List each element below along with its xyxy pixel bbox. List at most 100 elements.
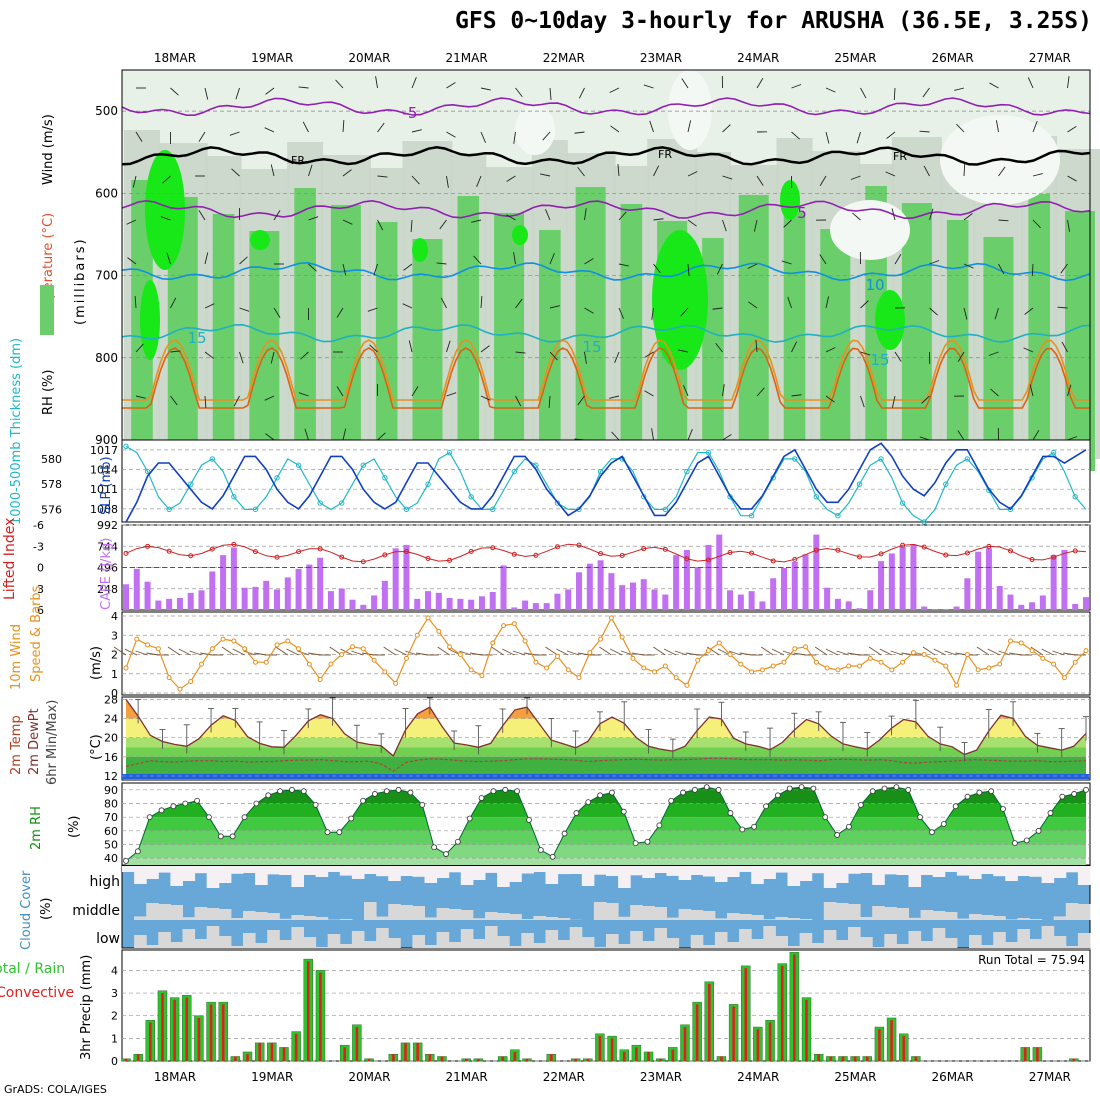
precip-convective-bar bbox=[1036, 1047, 1039, 1061]
precip-convective-bar bbox=[404, 1042, 407, 1061]
slp-tick-label: 1011 bbox=[90, 483, 118, 496]
cape-axis-label-group: CAPE (J/kg) bbox=[99, 538, 114, 610]
cloud-low-fill bbox=[932, 928, 946, 948]
cloud-low-fill bbox=[182, 929, 196, 948]
surface-wind-barb bbox=[394, 648, 407, 656]
cloud-middle-fill bbox=[339, 919, 353, 920]
cape-bar bbox=[284, 577, 291, 610]
rh-point bbox=[917, 814, 923, 821]
rh-point bbox=[490, 788, 497, 795]
precip-convective-bar bbox=[659, 1058, 662, 1061]
cape-bar bbox=[878, 561, 885, 610]
cloud-high-clear bbox=[448, 866, 462, 873]
cloud-middle-fill bbox=[956, 918, 970, 920]
cloud-high-clear bbox=[872, 866, 885, 885]
wind-speed-point bbox=[425, 615, 431, 621]
cape-bar bbox=[834, 598, 841, 610]
cloud-high-clear bbox=[545, 866, 559, 884]
cloud-high-clear bbox=[218, 866, 232, 883]
rh-band bbox=[126, 858, 1086, 865]
cloud-low-fill bbox=[267, 930, 280, 948]
wind-barb bbox=[471, 219, 482, 223]
contour-label: 15 bbox=[187, 329, 206, 347]
wind-barb bbox=[963, 164, 966, 177]
contour-label: 10 bbox=[865, 276, 884, 294]
wind-barb bbox=[506, 214, 516, 221]
cloud-high-clear bbox=[630, 866, 643, 876]
wind-barb bbox=[446, 392, 457, 397]
wind-barb bbox=[446, 340, 451, 353]
surface-wind-barb bbox=[405, 650, 418, 656]
cloud-high-clear bbox=[787, 866, 801, 886]
cloud-middle-fill bbox=[279, 918, 292, 920]
wind-barb bbox=[990, 388, 999, 397]
cape-bar bbox=[985, 548, 992, 610]
precip-convective-bar bbox=[270, 1042, 274, 1061]
cape-bar bbox=[489, 592, 496, 610]
surface-wind-barb bbox=[286, 648, 299, 656]
cloud-high-clear bbox=[255, 866, 268, 885]
contour-label: 5 bbox=[797, 204, 807, 222]
precip-convective-bar bbox=[768, 1022, 772, 1061]
surface-wind-barb bbox=[340, 648, 353, 656]
cloud-high-clear bbox=[303, 866, 317, 875]
rh-point bbox=[964, 793, 971, 800]
rh-point bbox=[170, 803, 177, 810]
rh-point bbox=[810, 785, 817, 792]
cloud-low-fill bbox=[1029, 939, 1043, 948]
thickness-axis-label-group: 1000-500mb Thickness (dm) bbox=[9, 338, 24, 525]
cloud-high-clear bbox=[376, 866, 389, 877]
wind-barb bbox=[342, 428, 347, 441]
cape-bar bbox=[576, 572, 583, 610]
precip-convective-bar bbox=[136, 1054, 140, 1061]
rh-point bbox=[383, 788, 390, 795]
wind-speed-point bbox=[490, 640, 496, 646]
wind-barb bbox=[170, 395, 178, 406]
wind-speed-point bbox=[921, 652, 927, 657]
surface-wind-barb bbox=[728, 650, 741, 656]
cloud-low-fill bbox=[993, 932, 1006, 948]
wind-speed-point bbox=[328, 661, 334, 667]
wind-speed-point bbox=[155, 646, 161, 652]
li-tick-label: -6 bbox=[33, 519, 44, 532]
cloud-high-clear bbox=[1065, 866, 1079, 873]
surface-wind-barb bbox=[577, 652, 590, 656]
wind-barb bbox=[584, 351, 587, 364]
wind-barb bbox=[618, 211, 627, 221]
date-label-top: 27MAR bbox=[1029, 51, 1071, 65]
cloud-middle-fill bbox=[364, 902, 377, 920]
cloud-high-clear bbox=[146, 866, 159, 879]
isotherm-line bbox=[121, 97, 1091, 116]
precip-convective-bar bbox=[550, 1054, 553, 1061]
cloud-middle-fill bbox=[460, 910, 474, 920]
li-axis-label-group: Lifted Index bbox=[2, 518, 18, 600]
rh-point bbox=[1071, 791, 1078, 797]
contour-label: 15 bbox=[870, 351, 889, 369]
wind-speed-point bbox=[209, 646, 215, 652]
cloud-high-clear bbox=[981, 866, 994, 874]
rh-line bbox=[125, 786, 1087, 862]
wind-speed-point bbox=[846, 663, 852, 669]
cloud-middle-fill bbox=[497, 913, 510, 920]
rh-point bbox=[561, 830, 568, 837]
wind-barb bbox=[1067, 219, 1071, 232]
date-label-top: 22MAR bbox=[543, 51, 585, 65]
rh-moist-column bbox=[494, 213, 525, 473]
wind-barb bbox=[135, 395, 146, 399]
wind-barb bbox=[515, 395, 522, 407]
rh-moist-blob bbox=[250, 230, 270, 250]
cape-bar bbox=[176, 598, 183, 610]
wind-speed-point bbox=[608, 615, 614, 621]
surface-wind-barb bbox=[523, 652, 536, 656]
wind-speed-point bbox=[619, 634, 625, 640]
cape-bar bbox=[996, 586, 1003, 610]
surface-wind-barb bbox=[868, 646, 882, 656]
wind-units-label-group: (m/s) bbox=[89, 646, 104, 680]
cloud-high-clear bbox=[751, 866, 764, 884]
wind-barb bbox=[722, 219, 727, 232]
temp-axis-label-line2: 2m DewPt bbox=[27, 708, 42, 775]
precip-convective-bar bbox=[161, 993, 164, 1061]
wind-barb bbox=[342, 120, 345, 133]
wind-barb bbox=[1032, 430, 1040, 441]
cape-bar bbox=[770, 578, 777, 610]
